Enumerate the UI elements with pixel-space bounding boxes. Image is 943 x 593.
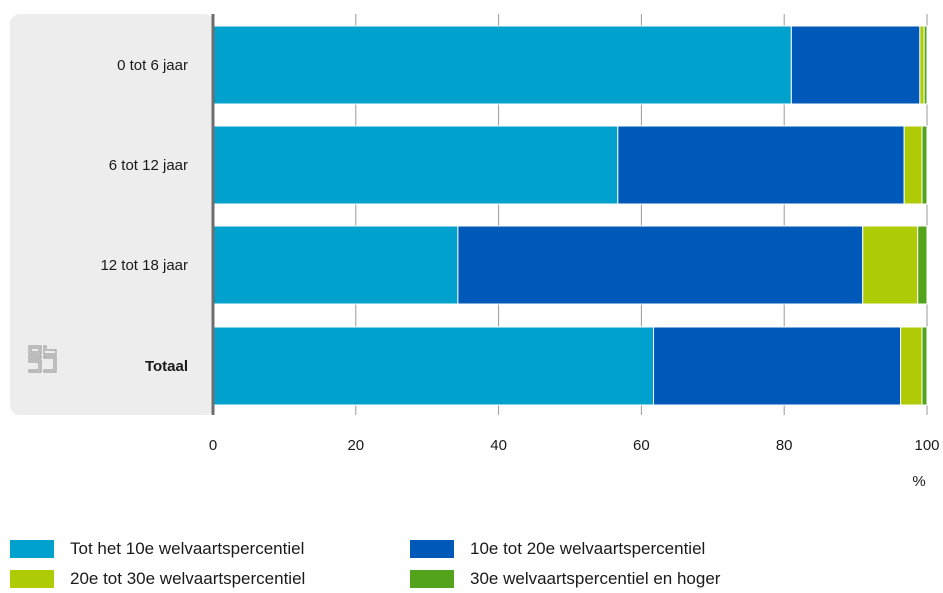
legend-item: 10e tot 20e welvaartspercentiel — [410, 538, 705, 560]
bar-segment — [457, 225, 864, 305]
bars — [212, 25, 928, 406]
bar-segment — [212, 225, 459, 305]
x-axis-unit: % — [912, 473, 925, 490]
legend: Tot het 10e welvaartspercentiel 10e tot 2… — [10, 538, 930, 590]
legend-swatch — [410, 540, 454, 558]
legend-item: Tot het 10e welvaartspercentiel — [10, 538, 304, 560]
bar-segment — [790, 25, 921, 105]
x-tick-labels: 0 20 40 60 80 100 — [209, 437, 940, 454]
category-labels: 0 tot 6 jaar 6 tot 12 jaar 12 tot 18 jaar T… — [100, 57, 188, 375]
bar-segment — [921, 326, 928, 406]
x-tick-label: 80 — [776, 437, 793, 454]
legend-swatch — [10, 570, 54, 588]
bar-segment — [617, 125, 905, 205]
legend-label: Tot het 10e welvaartspercentiel — [70, 539, 305, 558]
x-tick-label: 0 — [209, 437, 217, 454]
bar-segment — [923, 25, 928, 105]
legend-item: 20e tot 30e welvaartspercentiel — [10, 568, 305, 590]
bar-segment — [653, 326, 902, 406]
bar-segment — [212, 326, 655, 406]
bar-segment — [917, 225, 928, 305]
cbs-logo-icon — [28, 345, 57, 373]
bar-segment — [862, 225, 919, 305]
legend-label: 10e tot 20e welvaartspercentiel — [470, 539, 706, 558]
bar-segment — [903, 125, 923, 205]
legend-swatch — [10, 540, 54, 558]
x-tick-label: 20 — [347, 437, 364, 454]
category-panel — [10, 14, 215, 415]
legend-label: 30e welvaartspercentiel en hoger — [470, 569, 721, 588]
stacked-bar-chart: 0 tot 6 jaar 6 tot 12 jaar 12 tot 18 jaar T… — [10, 14, 940, 490]
x-tick-label: 40 — [490, 437, 507, 454]
category-label: 6 tot 12 jaar — [109, 157, 188, 174]
bar-segment — [921, 125, 928, 205]
x-tick-label: 60 — [633, 437, 650, 454]
category-label: 0 tot 6 jaar — [117, 57, 188, 74]
bar-segment — [212, 125, 619, 205]
bar-segment — [919, 25, 925, 105]
x-tick-label: 100 — [914, 437, 939, 454]
category-label: Totaal — [145, 358, 188, 375]
category-label: 12 tot 18 jaar — [100, 257, 188, 274]
bar-segment — [212, 25, 792, 105]
legend-swatch — [410, 570, 454, 588]
bar-segment — [900, 326, 923, 406]
legend-item: 30e welvaartspercentiel en hoger — [410, 568, 720, 590]
legend-label: 20e tot 30e welvaartspercentiel — [70, 569, 306, 588]
